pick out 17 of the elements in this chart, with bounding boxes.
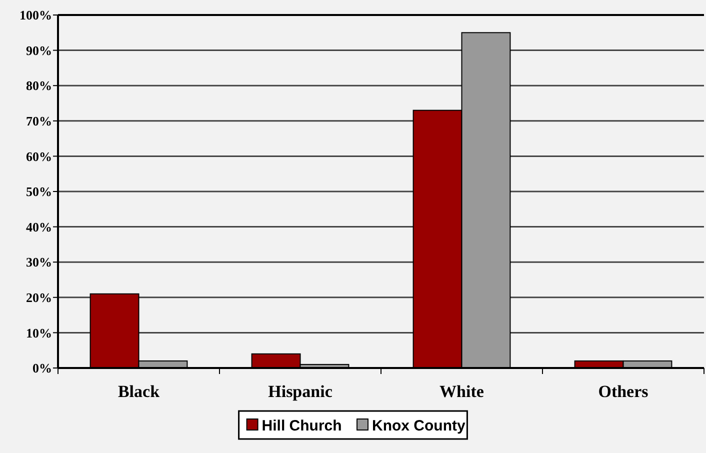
y-tick-label: 60% [26,148,52,164]
y-tick-label: 30% [26,254,52,270]
y-tick-label: 40% [26,219,52,234]
x-tick-label: Others [598,382,649,401]
y-tick-label: 90% [26,42,52,58]
legend-label: Hill Church [262,417,342,434]
legend-label: Knox County [372,417,466,434]
y-tick-label: 20% [26,290,52,305]
y-tick-label: 100% [20,8,52,23]
y-tick-label: 10% [26,325,52,340]
y-tick-label: 0% [32,360,52,376]
y-tick-label: 70% [26,113,52,128]
y-tick-label: 80% [26,78,52,94]
x-tick-label: Hispanic [268,382,333,401]
x-tick-label: White [440,382,484,401]
x-tick-label: Black [118,382,160,401]
y-tick-label: 50% [26,184,52,200]
